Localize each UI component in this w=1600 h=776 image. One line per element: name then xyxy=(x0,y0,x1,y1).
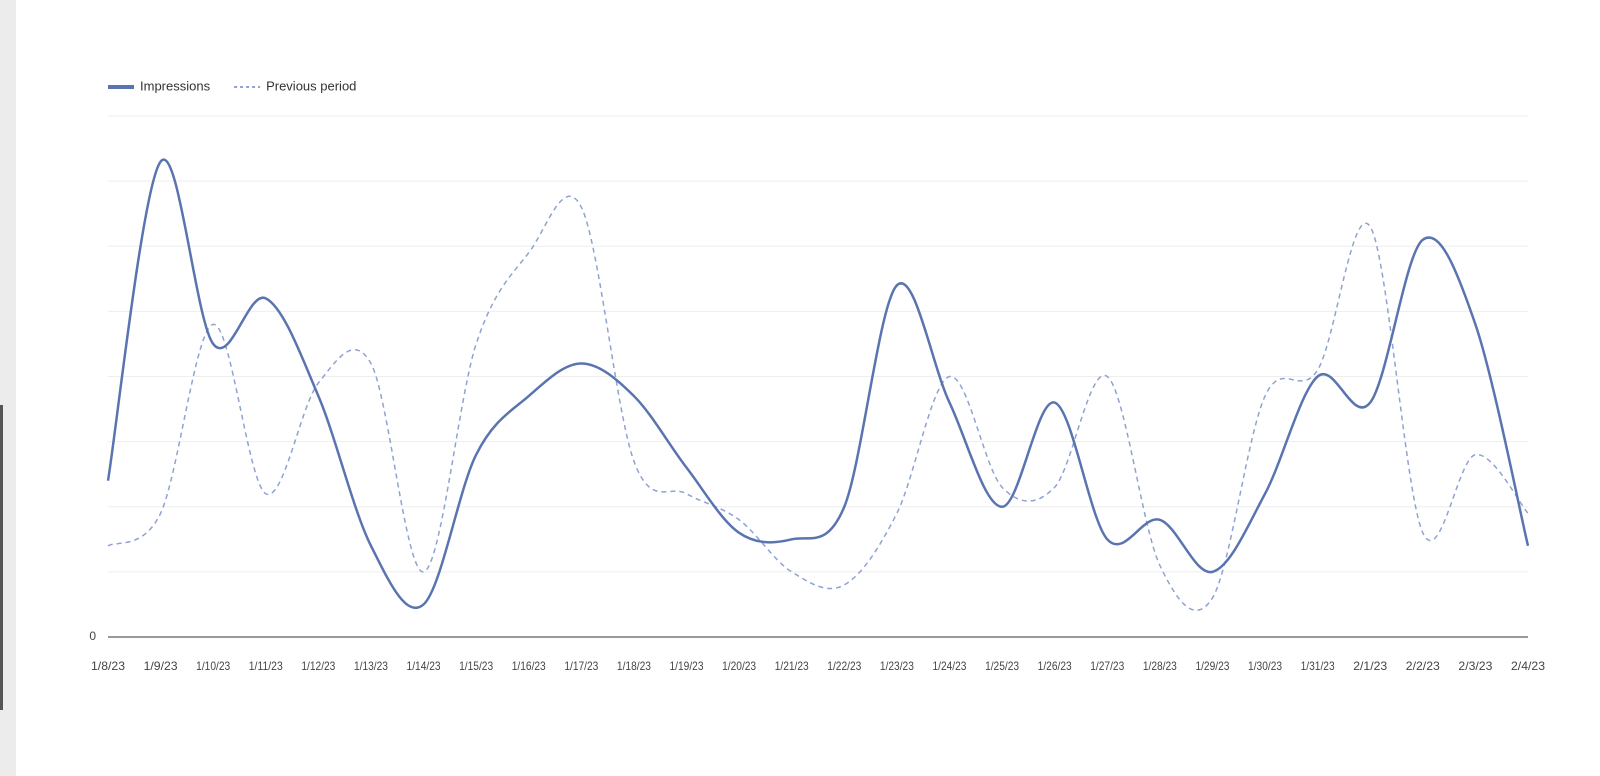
x-tick-label: 1/22/23 xyxy=(827,659,861,673)
x-tick-label: 1/23/23 xyxy=(880,659,914,673)
x-tick-label: 2/4/23 xyxy=(1511,659,1545,673)
x-tick-label: 1/30/23 xyxy=(1248,659,1282,673)
x-tick-label: 1/25/23 xyxy=(985,659,1019,673)
x-tick-label: 1/19/23 xyxy=(670,659,704,673)
x-tick-label: 1/15/23 xyxy=(459,659,493,673)
x-tick-label: 1/29/23 xyxy=(1195,659,1229,673)
x-tick-label: 1/17/23 xyxy=(564,659,598,673)
x-tick-label: 1/27/23 xyxy=(1090,659,1124,673)
side-panel xyxy=(0,0,16,776)
x-tick-label: 1/10/23 xyxy=(196,659,230,673)
x-tick-label: 1/28/23 xyxy=(1143,659,1177,673)
y-tick-label: 0 xyxy=(89,629,96,643)
x-tick-label: 2/2/23 xyxy=(1406,659,1440,673)
x-tick-label: 1/21/23 xyxy=(775,659,809,673)
x-tick-label: 1/8/23 xyxy=(91,659,125,673)
x-tick-label: 1/24/23 xyxy=(932,659,966,673)
x-tick-label: 1/13/23 xyxy=(354,659,388,673)
legend-label: Impressions xyxy=(140,78,211,93)
x-tick-label: 2/3/23 xyxy=(1458,659,1492,673)
legend-label: Previous period xyxy=(266,78,356,93)
x-tick-label: 1/16/23 xyxy=(512,659,546,673)
series-line xyxy=(106,158,1530,609)
x-tick-label: 1/20/23 xyxy=(722,659,756,673)
series-line xyxy=(107,195,1529,611)
x-tick-label: 1/12/23 xyxy=(301,659,335,673)
x-tick-label: 1/31/23 xyxy=(1301,659,1335,673)
x-tick-label: 1/14/23 xyxy=(407,659,441,673)
x-tick-label: 2/1/23 xyxy=(1353,659,1387,673)
x-tick-label: 1/11/23 xyxy=(249,659,283,673)
x-tick-label: 1/26/23 xyxy=(1038,659,1072,673)
panel-edge xyxy=(0,405,3,710)
x-tick-label: 1/18/23 xyxy=(617,659,651,673)
x-tick-label: 1/9/23 xyxy=(144,659,178,673)
